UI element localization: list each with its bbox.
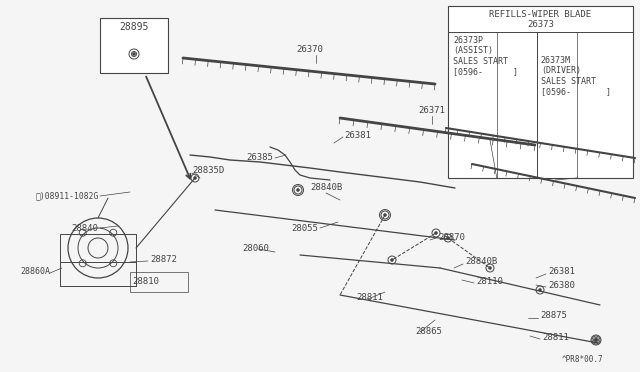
Text: 28865: 28865 [415, 327, 442, 337]
Circle shape [595, 339, 597, 341]
Text: 28840B: 28840B [465, 257, 497, 266]
Text: 26385: 26385 [246, 153, 273, 161]
Text: 26370: 26370 [296, 45, 323, 54]
Text: 28860A: 28860A [20, 267, 50, 276]
Text: 28835D: 28835D [192, 166, 224, 174]
Text: Ⓝ)08911-1082G: Ⓝ)08911-1082G [36, 192, 99, 201]
Circle shape [539, 289, 541, 291]
Text: 28810: 28810 [132, 278, 159, 286]
Text: 26373: 26373 [527, 19, 554, 29]
Circle shape [133, 53, 135, 55]
Text: 26373M
(DRIVER)
SALES START
[0596-       ]: 26373M (DRIVER) SALES START [0596- ] [541, 56, 611, 96]
Circle shape [595, 339, 597, 341]
Text: 26371: 26371 [418, 106, 445, 115]
Text: 28875: 28875 [540, 311, 567, 321]
Circle shape [194, 177, 196, 179]
Text: 28895: 28895 [119, 22, 148, 32]
Text: 26380: 26380 [548, 280, 575, 289]
Text: ^PR8*00.7: ^PR8*00.7 [562, 355, 604, 364]
Text: 28840B: 28840B [310, 183, 342, 192]
Bar [130, 272, 188, 292]
Circle shape [297, 189, 299, 191]
Text: 28060: 28060 [242, 244, 269, 253]
Circle shape [489, 267, 491, 269]
Text: 28840: 28840 [71, 224, 98, 232]
Circle shape [391, 259, 393, 261]
Text: 26381: 26381 [548, 267, 575, 276]
Text: 26381: 26381 [344, 131, 371, 140]
Bar [100, 18, 168, 73]
Text: 26373P
(ASSIST)
SALES START
[0596-      ]: 26373P (ASSIST) SALES START [0596- ] [453, 36, 518, 76]
Text: REFILLS-WIPER BLADE: REFILLS-WIPER BLADE [490, 10, 591, 19]
Circle shape [447, 237, 449, 239]
Bar [60, 234, 136, 262]
Circle shape [384, 214, 386, 216]
Circle shape [435, 232, 437, 234]
Text: 28055: 28055 [291, 224, 318, 232]
Text: 28811: 28811 [542, 333, 569, 341]
Text: 28872: 28872 [150, 256, 177, 264]
Bar [448, 6, 633, 178]
Text: 28110: 28110 [476, 278, 503, 286]
Text: 28870: 28870 [438, 232, 465, 241]
Text: 28811: 28811 [356, 294, 383, 302]
